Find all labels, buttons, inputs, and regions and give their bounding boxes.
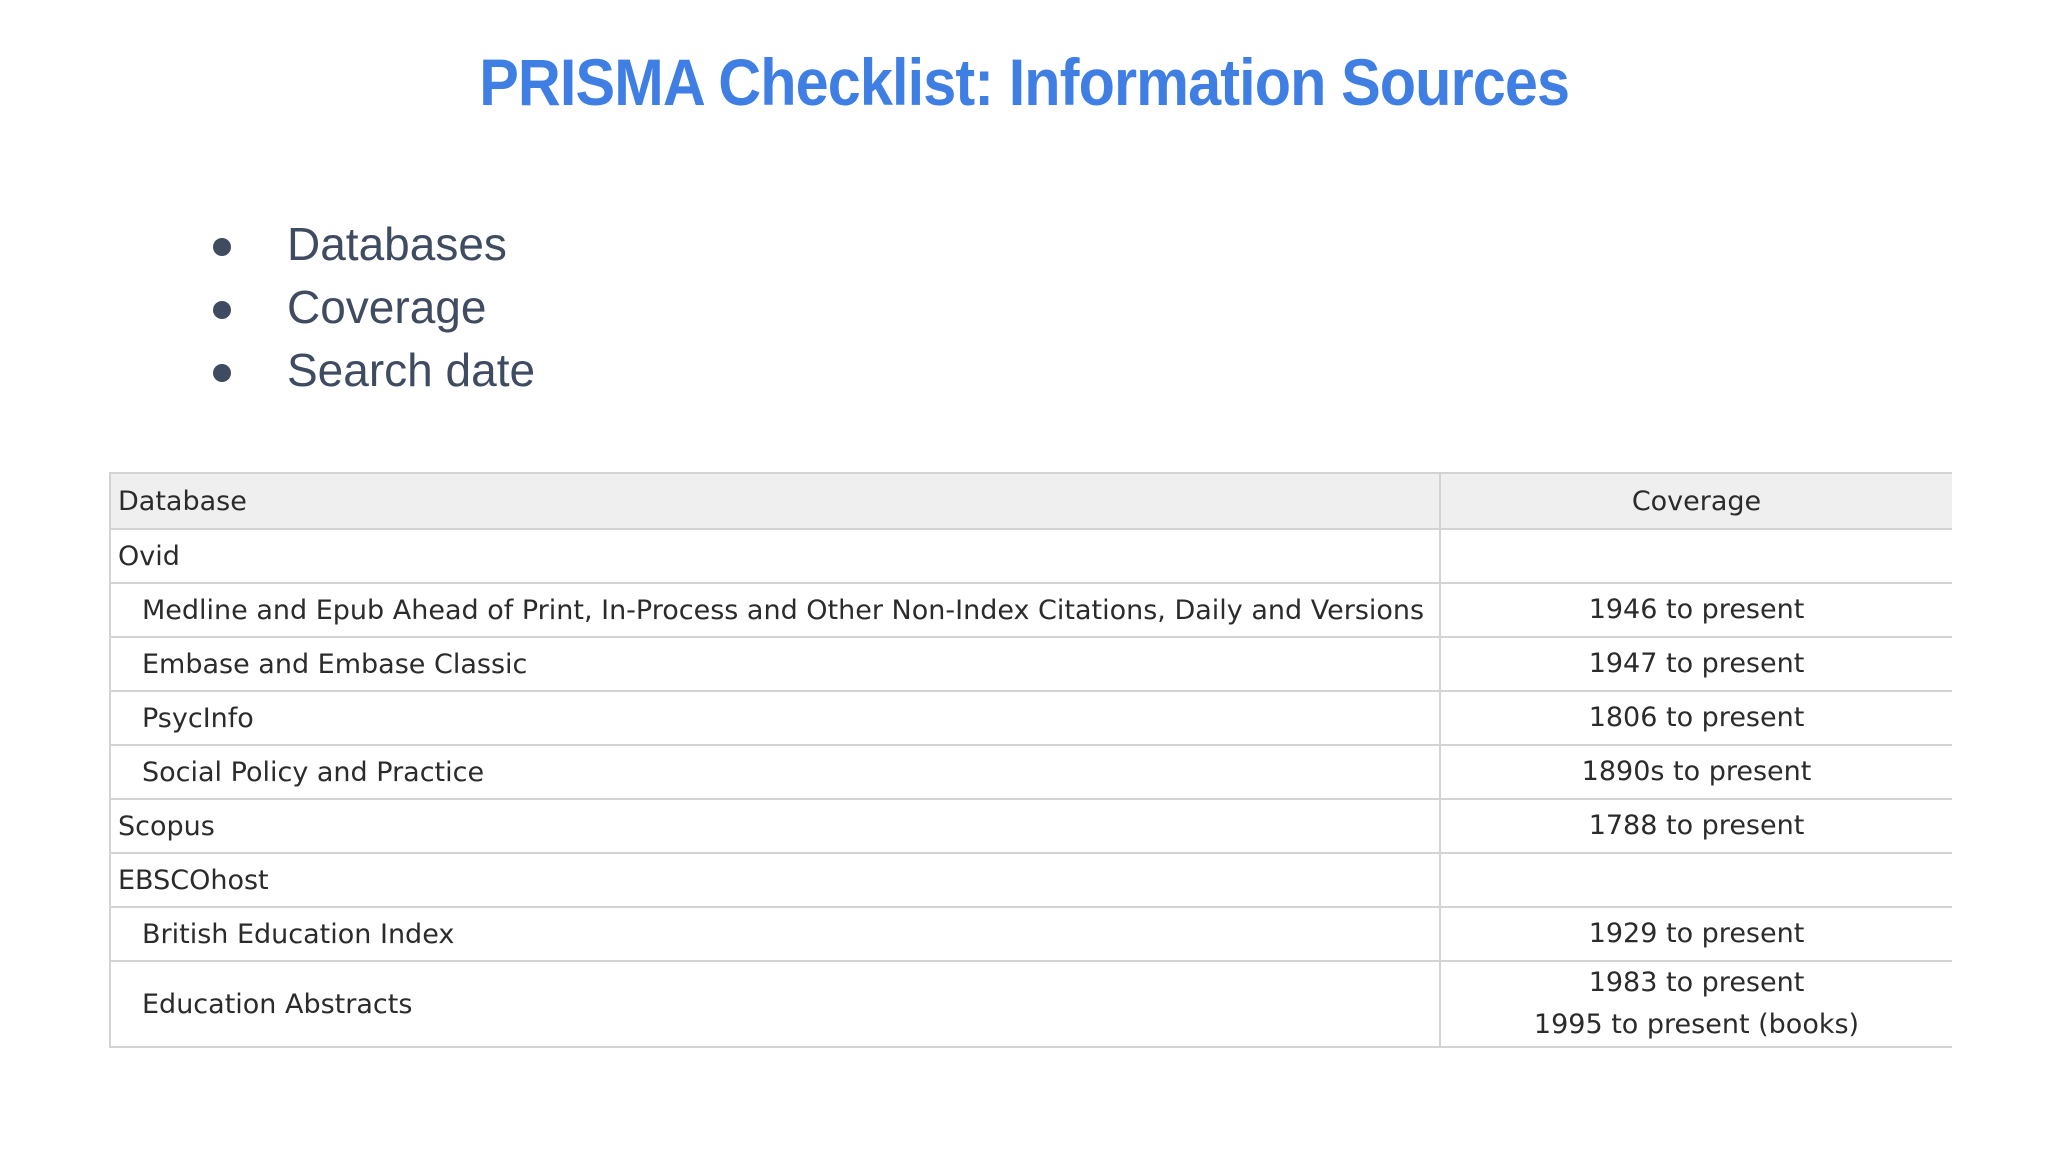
coverage-value: 1806 to present: [1588, 702, 1805, 733]
coverage-value: 1929 to present: [1588, 918, 1805, 949]
coverage-value: 1788 to present: [1588, 810, 1805, 841]
information-sources-table: Database Coverage Ovid Medline and Epub A…: [109, 472, 1952, 1048]
database-cell: Education Abstracts: [109, 960, 1441, 1048]
bullet-label: Coverage: [287, 281, 487, 333]
database-cell: British Education Index: [109, 906, 1441, 962]
coverage-value: 1946 to present: [1588, 594, 1805, 625]
database-cell: EBSCOhost: [109, 852, 1441, 908]
coverage-cell: 1929 to present: [1439, 906, 1952, 962]
database-cell: Social Policy and Practice: [109, 744, 1441, 800]
coverage-value: 1983 to present: [1588, 967, 1805, 998]
bullet-item-databases: Databases: [205, 213, 535, 276]
table-row: British Education Index 1929 to present: [109, 906, 1952, 962]
coverage-cell: [1439, 528, 1952, 584]
database-cell: Scopus: [109, 798, 1441, 854]
table-body: Ovid Medline and Epub Ahead of Print, In-…: [109, 528, 1952, 1048]
coverage-cell: 1788 to present: [1439, 798, 1952, 854]
coverage-cell: 1806 to present: [1439, 690, 1952, 746]
bullet-dot-icon: [213, 364, 231, 382]
table-row: Social Policy and Practice 1890s to prese…: [109, 744, 1952, 800]
database-cell: Embase and Embase Classic: [109, 636, 1441, 692]
coverage-cell: 1890s to present: [1439, 744, 1952, 800]
table-row: EBSCOhost: [109, 852, 1952, 908]
database-cell: Medline and Epub Ahead of Print, In-Proc…: [109, 582, 1441, 638]
coverage-cell: 1947 to present: [1439, 636, 1952, 692]
database-cell: PsycInfo: [109, 690, 1441, 746]
database-cell: Ovid: [109, 528, 1441, 584]
coverage-cell: 1983 to present 1995 to present (books): [1439, 960, 1952, 1048]
table-row: Medline and Epub Ahead of Print, In-Proc…: [109, 582, 1952, 638]
sources-table-container: Database Coverage Ovid Medline and Epub A…: [109, 472, 1952, 1080]
coverage-cell: 1946 to present: [1439, 582, 1952, 638]
header-coverage: Coverage: [1439, 472, 1952, 530]
table-row: Education Abstracts 1983 to present 1995 t…: [109, 960, 1952, 1048]
bullet-list: Databases Coverage Search date: [205, 213, 535, 402]
table-row: Embase and Embase Classic 1947 to present: [109, 636, 1952, 692]
coverage-value: 1890s to present: [1581, 756, 1812, 787]
bullet-item-coverage: Coverage: [205, 276, 535, 339]
slide-title: PRISMA Checklist: Information Sources: [479, 45, 1570, 119]
table-row: Ovid: [109, 528, 1952, 584]
bullet-dot-icon: [213, 238, 231, 256]
bullet-dot-icon: [213, 301, 231, 319]
bullet-item-search-date: Search date: [205, 339, 535, 402]
coverage-value: 1995 to present (books): [1533, 1009, 1860, 1040]
table-header-row: Database Coverage: [109, 472, 1952, 530]
coverage-value: 1947 to present: [1588, 648, 1805, 679]
coverage-cell: [1439, 852, 1952, 908]
bullet-label: Databases: [287, 218, 507, 270]
table-row: Scopus 1788 to present: [109, 798, 1952, 854]
table-row: PsycInfo 1806 to present: [109, 690, 1952, 746]
bullet-label: Search date: [287, 344, 536, 396]
header-database: Database: [109, 472, 1441, 530]
